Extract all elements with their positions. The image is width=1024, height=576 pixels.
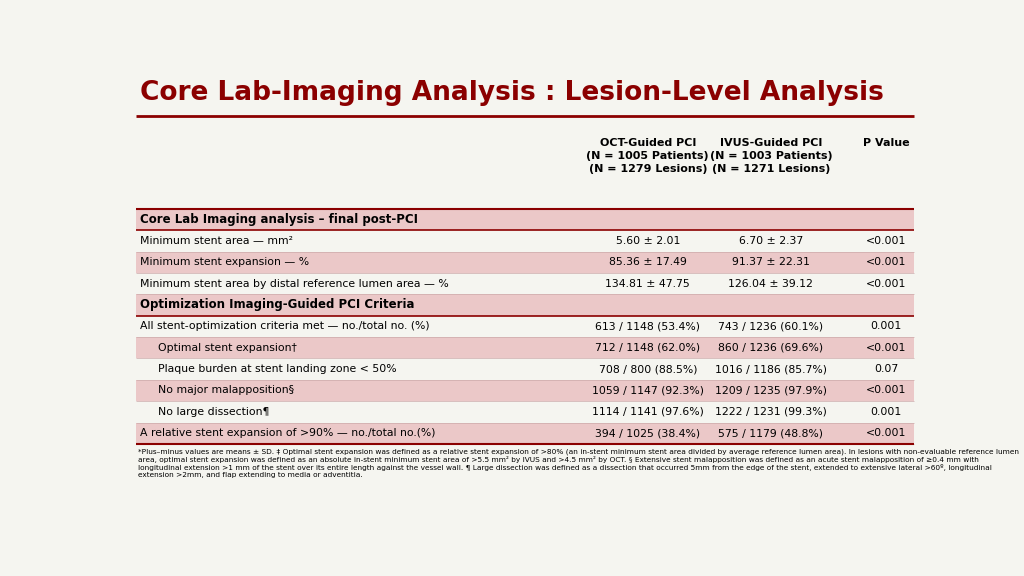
Bar [136, 337, 913, 358]
Text: 712 / 1148 (62.0%): 712 / 1148 (62.0%) [595, 343, 700, 353]
Text: 743 / 1236 (60.1%): 743 / 1236 (60.1%) [718, 321, 823, 331]
Text: <0.001: <0.001 [865, 257, 906, 267]
Text: <0.001: <0.001 [865, 385, 906, 396]
Bar [136, 209, 913, 230]
Text: IVUS-Guided PCI
(N = 1003 Patients)
(N = 1271 Lesions): IVUS-Guided PCI (N = 1003 Patients) (N =… [710, 138, 833, 175]
Text: <0.001: <0.001 [865, 279, 906, 289]
Bar [136, 252, 913, 273]
Text: 1222 / 1231 (99.3%): 1222 / 1231 (99.3%) [715, 407, 826, 417]
Text: Minimum stent area — mm²: Minimum stent area — mm² [140, 236, 293, 246]
Text: 6.70 ± 2.37: 6.70 ± 2.37 [738, 236, 803, 246]
Text: *Plus–minus values are means ± SD. ‡ Optimal stent expansion was defined as a re: *Plus–minus values are means ± SD. ‡ Opt… [137, 448, 1019, 478]
Text: 0.001: 0.001 [870, 321, 901, 331]
Bar [136, 423, 913, 444]
Text: P Value: P Value [862, 138, 909, 148]
Text: 85.36 ± 17.49: 85.36 ± 17.49 [609, 257, 687, 267]
Text: 575 / 1179 (48.8%): 575 / 1179 (48.8%) [718, 428, 823, 438]
Text: OCT-Guided PCI
(N = 1005 Patients)
(N = 1279 Lesions): OCT-Guided PCI (N = 1005 Patients) (N = … [587, 138, 710, 175]
Text: Minimum stent expansion — %: Minimum stent expansion — % [140, 257, 309, 267]
Text: 613 / 1148 (53.4%): 613 / 1148 (53.4%) [595, 321, 700, 331]
Text: Core Lab Imaging analysis – final post-PCI: Core Lab Imaging analysis – final post-P… [140, 213, 418, 226]
Text: 126.04 ± 39.12: 126.04 ± 39.12 [728, 279, 813, 289]
Text: 0.001: 0.001 [870, 407, 901, 417]
Text: All stent-optimization criteria met — no./total no. (%): All stent-optimization criteria met — no… [140, 321, 429, 331]
Text: 860 / 1236 (69.6%): 860 / 1236 (69.6%) [718, 343, 823, 353]
Bar [136, 294, 913, 316]
Text: 0.07: 0.07 [873, 364, 898, 374]
Text: 708 / 800 (88.5%): 708 / 800 (88.5%) [599, 364, 697, 374]
Text: Plaque burden at stent landing zone < 50%: Plaque burden at stent landing zone < 50… [158, 364, 396, 374]
Bar [136, 380, 913, 401]
Text: Optimization Imaging-Guided PCI Criteria: Optimization Imaging-Guided PCI Criteria [140, 298, 415, 312]
Text: A relative stent expansion of >90% — no./total no.(%): A relative stent expansion of >90% — no.… [140, 428, 435, 438]
Text: 1059 / 1147 (92.3%): 1059 / 1147 (92.3%) [592, 385, 703, 396]
Text: No large dissection¶: No large dissection¶ [158, 407, 269, 417]
Text: Core Lab-Imaging Analysis : Lesion-Level Analysis: Core Lab-Imaging Analysis : Lesion-Level… [140, 80, 884, 106]
Text: <0.001: <0.001 [865, 428, 906, 438]
Text: No major malapposition§: No major malapposition§ [158, 385, 294, 396]
Text: 1209 / 1235 (97.9%): 1209 / 1235 (97.9%) [715, 385, 826, 396]
Text: Minimum stent area by distal reference lumen area — %: Minimum stent area by distal reference l… [140, 279, 449, 289]
Text: 134.81 ± 47.75: 134.81 ± 47.75 [605, 279, 690, 289]
Text: 1114 / 1141 (97.6%): 1114 / 1141 (97.6%) [592, 407, 703, 417]
Text: 394 / 1025 (38.4%): 394 / 1025 (38.4%) [595, 428, 700, 438]
Text: 1016 / 1186 (85.7%): 1016 / 1186 (85.7%) [715, 364, 826, 374]
Text: <0.001: <0.001 [865, 236, 906, 246]
Text: 5.60 ± 2.01: 5.60 ± 2.01 [615, 236, 680, 246]
Text: 91.37 ± 22.31: 91.37 ± 22.31 [732, 257, 810, 267]
Text: <0.001: <0.001 [865, 343, 906, 353]
Text: Optimal stent expansion†: Optimal stent expansion† [158, 343, 297, 353]
